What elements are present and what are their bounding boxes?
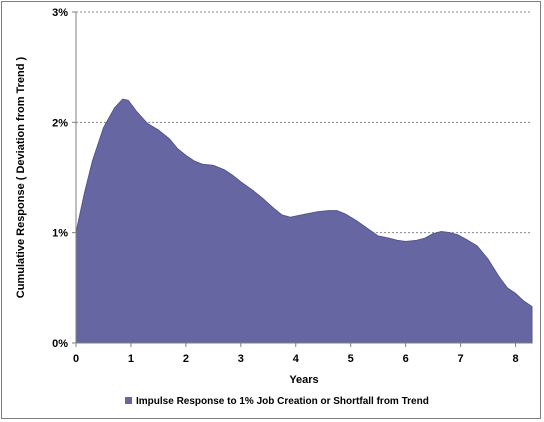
y-tick-labels: 0% 1% 2% 3% — [52, 7, 68, 350]
area-series-fill — [75, 98, 533, 344]
x-tick-label: 5 — [348, 353, 354, 365]
y-tick-label: 1% — [52, 228, 68, 240]
y-tick-label: 0% — [52, 338, 68, 350]
x-tick-labels: 0 1 2 3 4 5 6 7 8 — [73, 353, 519, 365]
x-tick-label: 1 — [128, 353, 134, 365]
legend-label: Impulse Response to 1% Job Creation or S… — [136, 396, 429, 407]
legend-swatch — [125, 397, 132, 404]
x-tick-label: 3 — [238, 353, 244, 365]
y-axis-title: Cumulative Response ( Deviation from Tre… — [15, 56, 27, 298]
x-tick-label: 7 — [458, 353, 464, 365]
axes — [72, 11, 532, 347]
x-axis-title: Years — [289, 374, 318, 386]
y-tick-label: 3% — [52, 7, 68, 19]
x-tick-label: 2 — [183, 353, 189, 365]
legend: Impulse Response to 1% Job Creation or S… — [125, 396, 429, 407]
x-tick-label: 8 — [512, 353, 518, 365]
x-tick-label: 4 — [293, 353, 300, 365]
x-tick-label: 6 — [403, 353, 409, 365]
y-tick-label: 2% — [52, 117, 68, 129]
x-tick-label: 0 — [73, 353, 79, 365]
